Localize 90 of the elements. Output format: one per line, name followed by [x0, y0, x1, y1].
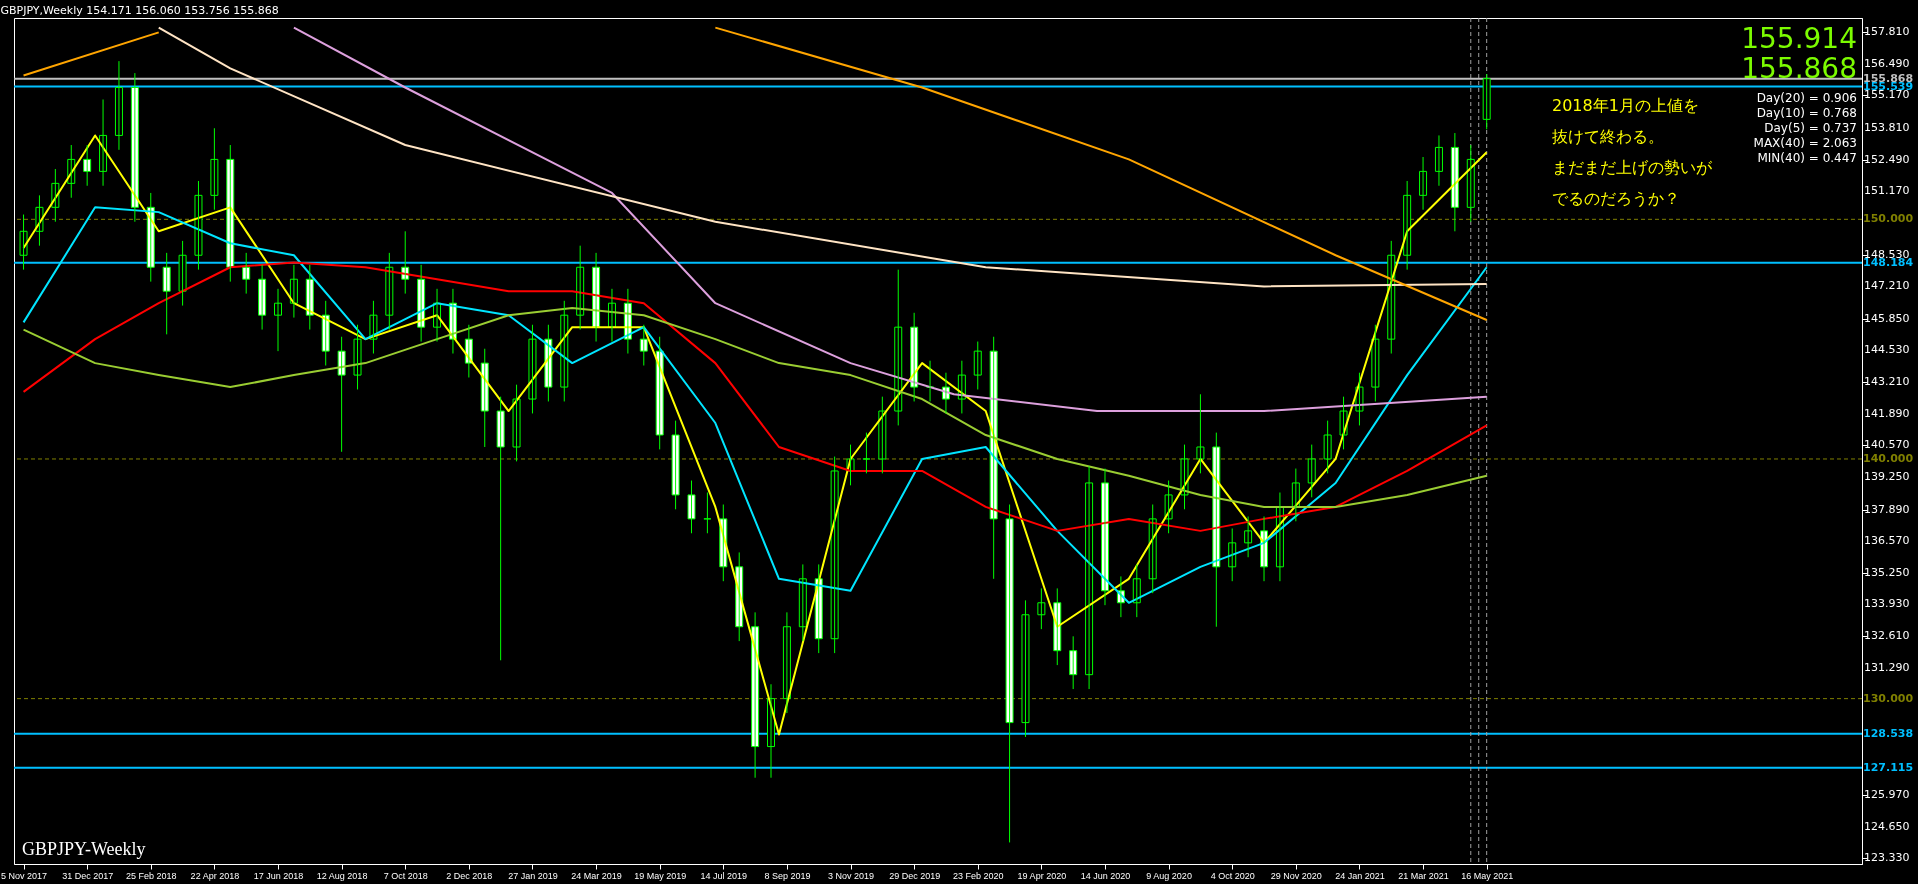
y-tick-label: 132.610: [1864, 629, 1910, 643]
ref-line-label: 140.000: [1863, 451, 1914, 465]
annotation: 155.914: [1741, 22, 1857, 55]
y-tick-label: 123.330: [1864, 851, 1910, 865]
ref-line-label: 130.000: [1863, 691, 1914, 705]
y-tick-label: 153.810: [1864, 121, 1910, 134]
ref-line-label: 150.000: [1863, 212, 1914, 226]
annotation: 2018年1月の上値を: [1552, 96, 1699, 115]
x-tick-label: 19 May 2019: [634, 870, 687, 881]
y-tick-label: 133.930: [1864, 597, 1910, 611]
candlestick: [830, 456, 839, 654]
line-series: [157, 26, 1488, 288]
y-tick-label: 144.530: [1864, 343, 1910, 357]
y-tick-label: 131.290: [1864, 660, 1910, 674]
candlestick: [1037, 587, 1046, 630]
line-series: [22, 306, 1488, 508]
candlestick: [353, 324, 362, 390]
y-tick-label: 141.890: [1864, 406, 1910, 420]
y-tick-label: 143.210: [1864, 375, 1910, 389]
candlestick: [1021, 599, 1030, 738]
x-tick-label: 27 Jan 2019: [508, 870, 558, 881]
candlestick: [671, 420, 680, 510]
candlestick: [687, 480, 696, 534]
x-tick-label: 21 Mar 2021: [1398, 870, 1449, 881]
candlestick: [1196, 393, 1205, 474]
y-tick-label: 155.170: [1864, 88, 1910, 102]
candlestick: [544, 324, 553, 402]
y-tick-label: 135.250: [1864, 565, 1910, 579]
candlestick: [1339, 396, 1348, 450]
x-tick-label: 12 Aug 2018: [316, 870, 368, 881]
y-tick-label: 137.890: [1864, 502, 1910, 516]
x-tick-label: 3 Nov 2019: [828, 870, 875, 881]
y-tick-label: 139.250: [1864, 469, 1910, 483]
candlestick: [194, 180, 203, 271]
x-tick-label: 29 Dec 2019: [889, 870, 941, 881]
y-tick-label: 156.490: [1864, 56, 1910, 70]
annotation: まだまだ上げの勢いが: [1552, 158, 1713, 177]
y-tick-label: 136.570: [1864, 534, 1910, 548]
candlestick: [1323, 420, 1332, 474]
x-tick-label: 14 Jun 2020: [1080, 870, 1131, 881]
y-tick-label: 152.490: [1864, 152, 1910, 166]
x-tick-label: 19 Apr 2020: [1017, 870, 1067, 881]
candlestick: [1005, 504, 1014, 843]
annotation: 抜けて終わる。: [1552, 127, 1664, 146]
candlestick: [496, 396, 505, 661]
y-tick-label: 151.170: [1864, 184, 1910, 198]
annotation: Day(5) = 0.737: [1764, 121, 1857, 135]
x-tick-label: 4 Oct 2020: [1210, 870, 1255, 881]
x-tick-label: 14 Jul 2019: [700, 870, 748, 881]
candlestick: [210, 127, 219, 211]
x-tick-label: 24 Jan 2021: [1335, 870, 1385, 881]
chart-title: GBPJPY,Weekly 154.171 156.060 153.756 155.868: [0, 3, 279, 17]
x-tick-label: 22 Apr 2018: [190, 870, 240, 881]
y-tick-label: 140.570: [1864, 438, 1910, 452]
y-tick-label: 147.210: [1864, 279, 1910, 293]
line-series: [292, 26, 1488, 413]
x-tick-label: 7 Oct 2018: [383, 870, 428, 881]
x-tick-label: 2 Dec 2018: [446, 870, 493, 881]
x-tick-label: 24 Mar 2019: [571, 870, 622, 881]
x-tick-label: 9 Aug 2020: [1146, 870, 1192, 881]
x-tick-label: 8 Sep 2019: [764, 870, 811, 881]
candlestick: [639, 324, 648, 367]
annotation: Day(10) = 0.768: [1756, 106, 1857, 120]
annotation: 155.868: [1741, 52, 1857, 85]
x-tick-label: 17 Jun 2018: [253, 870, 304, 881]
annotation: Day(20) = 0.906: [1756, 91, 1857, 105]
x-tick-label: 23 Feb 2020: [952, 870, 1004, 881]
annotation: GBPJPY-Weekly: [22, 839, 146, 859]
candlestick: [973, 341, 982, 390]
candlestick: [512, 384, 521, 462]
candlestick: [19, 214, 28, 271]
annotation: でるのだろうか？: [1552, 189, 1680, 208]
annotation: MAX(40) = 2.063: [1753, 136, 1857, 150]
x-tick-label: 5 Nov 2017: [1, 870, 48, 881]
candlestick: [337, 336, 346, 453]
line-series: [22, 261, 1488, 532]
y-tick-label: 157.810: [1864, 25, 1910, 39]
x-tick-label: 29 Nov 2020: [1270, 870, 1322, 881]
x-tick-label: 31 Dec 2017: [62, 870, 114, 881]
y-tick-label: 145.850: [1864, 311, 1910, 325]
x-tick-label: 16 May 2021: [1461, 870, 1514, 881]
ref-line-label: 128.538: [1863, 726, 1914, 740]
annotation: MIN(40) = 0.447: [1757, 151, 1857, 165]
line-series: [22, 206, 1488, 604]
candlestick: [528, 324, 537, 414]
y-tick-label: 124.650: [1864, 819, 1910, 833]
y-tick-label: 125.970: [1864, 788, 1910, 802]
candlestick: [178, 240, 187, 307]
ref-line-label: 127.115: [1863, 760, 1914, 774]
x-tick-label: 25 Feb 2018: [126, 870, 177, 881]
